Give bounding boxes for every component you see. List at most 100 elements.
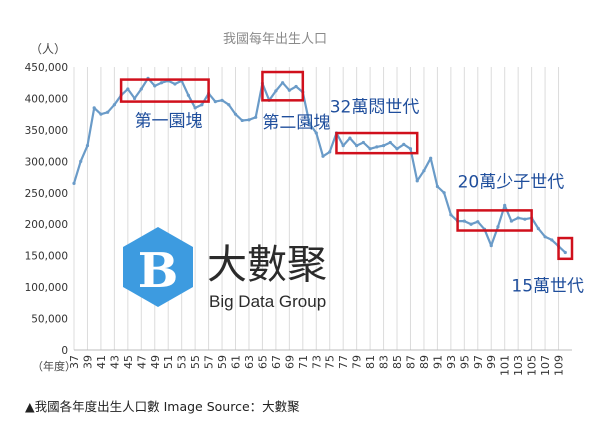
x-tick-label: 65 (256, 355, 269, 369)
data-point (381, 144, 386, 148)
x-tick-label: 67 (270, 355, 283, 369)
y-axis-label: （人） (30, 42, 66, 56)
image-caption: ▲我國各年度出生人口數 Image Source：大數聚 (25, 399, 300, 414)
watermark-main-text: 大數聚 (207, 242, 327, 288)
data-point (274, 89, 278, 93)
x-tick-label: 61 (230, 355, 243, 369)
highlight-box (261, 70, 305, 102)
x-tick-label: 47 (135, 355, 148, 369)
data-point (328, 150, 332, 154)
data-point (220, 98, 224, 102)
data-point (429, 156, 433, 160)
watermark-logo-letter: B (138, 243, 179, 299)
data-point (503, 203, 507, 207)
x-tick-label: 45 (122, 355, 135, 369)
data-point (422, 169, 426, 173)
x-tick-label: 51 (162, 355, 175, 369)
highlight-box (456, 209, 533, 232)
data-point (79, 159, 83, 163)
data-point (550, 238, 554, 242)
data-point (307, 122, 312, 126)
chart-title: 我國每年出生人口 (223, 31, 327, 47)
data-point (442, 191, 446, 195)
watermark: B 大數聚 Big Data Group (123, 227, 327, 311)
chart-svg: 我國每年出生人口 （人） （年度） B 大數聚 Big Data Group 3… (25, 31, 585, 376)
data-point (240, 118, 244, 123)
x-tick-label: 85 (391, 355, 404, 369)
data-point (314, 131, 318, 135)
data-point (92, 106, 96, 110)
y-tick-label: 250,000 (25, 188, 68, 200)
data-point (395, 147, 399, 151)
x-tick-label: 89 (418, 355, 431, 369)
x-tick-label: 103 (512, 355, 525, 376)
data-point (348, 136, 352, 140)
highlight-box (119, 78, 210, 103)
data-point (355, 144, 359, 148)
data-point (536, 227, 540, 231)
x-tick-label: 109 (553, 355, 566, 376)
series-layer (72, 76, 567, 255)
data-point (186, 93, 191, 97)
data-point (449, 213, 453, 217)
x-tick-label: 71 (297, 355, 310, 369)
x-tick-label: 53 (176, 355, 189, 369)
annotation-label: 第二園塊 (262, 113, 330, 133)
x-tick-label: 97 (472, 355, 485, 369)
data-point (287, 88, 291, 92)
data-point (72, 181, 76, 185)
y-tick-label: 50,000 (31, 314, 68, 326)
data-point (496, 225, 500, 229)
data-point (254, 115, 258, 119)
data-point (294, 84, 298, 89)
data-point (516, 216, 520, 220)
data-point (139, 87, 143, 91)
data-point (402, 142, 406, 146)
y-tick-label: 200,000 (25, 219, 68, 231)
annotation-label: 15萬世代 (511, 277, 584, 297)
x-tick-label: 101 (499, 355, 512, 376)
data-point (193, 106, 197, 110)
data-point (462, 219, 466, 223)
data-point (388, 140, 392, 145)
data-point (112, 103, 116, 107)
x-tick-label: 95 (458, 355, 471, 369)
x-tick-label: 43 (108, 355, 121, 369)
x-tick-label: 93 (445, 355, 458, 369)
y-tick-label: 100,000 (25, 282, 68, 294)
data-point (99, 112, 103, 116)
x-tick-label: 39 (81, 355, 94, 369)
annotation-label: 第一園塊 (135, 112, 203, 132)
y-tick-label: 300,000 (25, 156, 68, 168)
data-point (368, 147, 372, 151)
data-point (200, 103, 204, 107)
highlight-boxes (119, 70, 574, 261)
data-point (415, 179, 419, 183)
data-point (106, 110, 110, 114)
x-tick-label: 73 (310, 355, 323, 369)
y-tick-label: 450,000 (25, 62, 68, 74)
y-tick-label: 400,000 (25, 93, 68, 105)
data-point (476, 220, 480, 224)
x-tick-label: 99 (485, 355, 498, 369)
x-tick-label: 55 (189, 355, 202, 369)
y-tick-label: 0 (61, 345, 68, 357)
x-tick-label: 59 (216, 355, 229, 369)
axes: 37 39 41 43 45 47 49 51 53 55 57 59 61 63 65 67 69 71 73 75… (25, 62, 572, 376)
data-point (227, 103, 231, 107)
annotation-label: 32萬悶世代 (330, 97, 420, 117)
x-tick-label: 77 (337, 355, 350, 369)
x-tick-label: 63 (243, 355, 256, 369)
data-point (509, 219, 514, 223)
x-tick-label: 75 (324, 355, 337, 369)
data-point (341, 144, 345, 148)
x-axis-label: （年度） (32, 359, 76, 373)
x-tick-label: 91 (431, 355, 444, 369)
data-point (281, 81, 285, 85)
data-point (435, 184, 440, 189)
data-point (361, 140, 365, 145)
watermark-hexagon (123, 227, 193, 307)
data-point (85, 144, 90, 148)
x-tick-label: 49 (149, 355, 162, 369)
